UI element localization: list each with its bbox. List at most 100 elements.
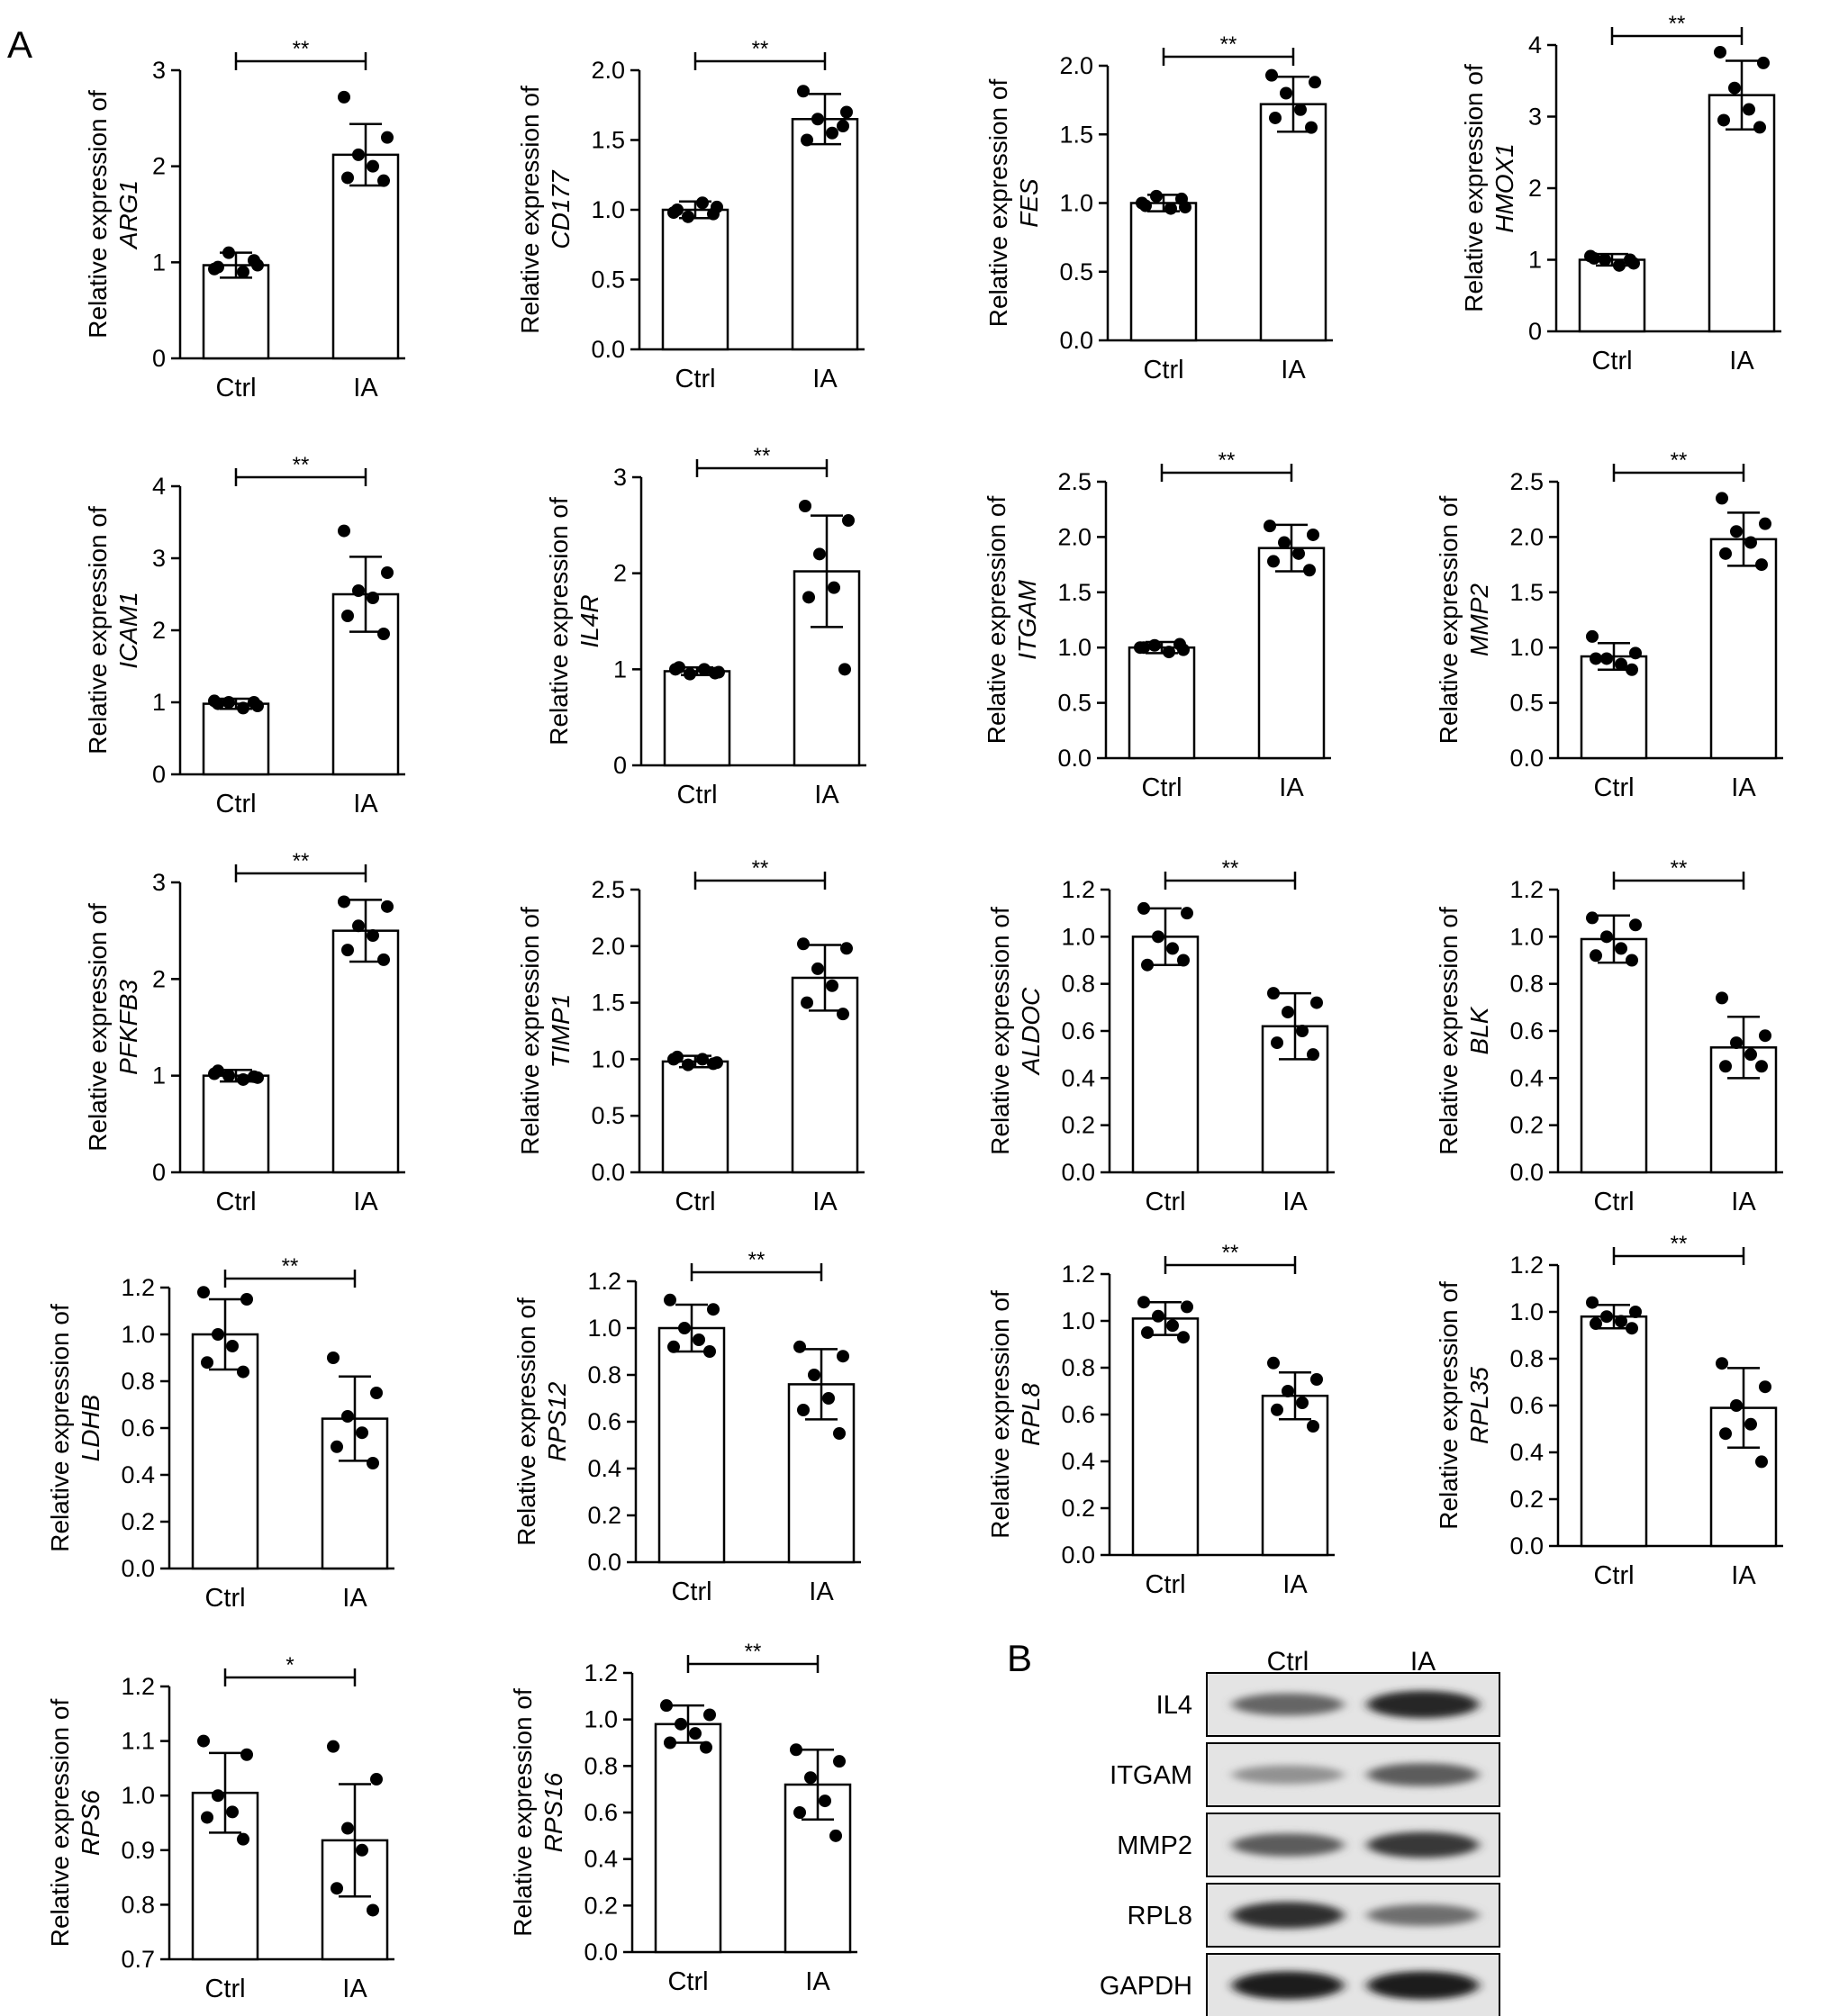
y-axis-label-prefix: Relative expression of	[984, 79, 1012, 328]
data-point	[1590, 652, 1602, 665]
y-axis-label: Relative expression of ALDOC	[986, 907, 1045, 1155]
data-point	[703, 1345, 716, 1358]
y-tick-label: 2.0	[591, 933, 625, 960]
y-tick-label: 0.0	[584, 1939, 618, 1966]
y-tick-label: 0.5	[591, 1102, 625, 1129]
y-tick-label: 0.2	[1509, 1486, 1544, 1513]
x-tick-label-ia: IA	[353, 1188, 378, 1216]
data-point	[377, 628, 390, 640]
data-point	[248, 1070, 260, 1083]
x-tick-label-ctrl: Ctrl	[667, 1967, 708, 1996]
data-point	[1719, 1060, 1732, 1073]
significance-stars: *	[285, 1653, 294, 1677]
data-point	[338, 90, 350, 104]
significance-stars: **	[748, 1248, 766, 1272]
y-tick-label: 0.4	[1061, 1064, 1095, 1091]
y-tick-label: 0	[152, 761, 166, 788]
data-point	[222, 696, 235, 709]
significance-stars: **	[1671, 856, 1688, 881]
significance-stars: **	[1220, 32, 1237, 57]
data-point	[838, 663, 851, 676]
bar-ctrl	[1128, 646, 1196, 760]
chart-rps6: 0.7 0.8 0.9 1.0 1.1 1.2 Relative expression of…	[46, 1653, 394, 2003]
bar-ctrl	[661, 1060, 729, 1174]
data-point	[1728, 81, 1741, 95]
data-point	[1307, 1048, 1319, 1062]
data-point	[248, 254, 260, 267]
y-axis-label-prefix: Relative expression of	[512, 1297, 540, 1546]
significance-stars: **	[1222, 1241, 1239, 1265]
data-point	[1626, 663, 1638, 676]
x-tick-label-ia: IA	[353, 790, 378, 818]
y-tick-label: 3	[152, 869, 166, 896]
y-tick-label: 0.6	[1061, 1401, 1095, 1428]
data-point	[1744, 1048, 1757, 1062]
blot-row-rpl8: RPL8	[1127, 1883, 1500, 1948]
y-tick-label: 1.1	[121, 1728, 155, 1755]
y-tick-label: 0.0	[1057, 745, 1092, 772]
y-tick-label: 1	[152, 249, 166, 276]
x-tick-label-ia: IA	[812, 365, 838, 393]
data-point	[1730, 1399, 1743, 1412]
data-point	[237, 266, 249, 278]
data-point	[790, 1743, 802, 1757]
y-axis-label: Relative expression of IL4R	[545, 497, 603, 746]
data-point	[1716, 991, 1728, 1005]
data-point	[237, 701, 249, 715]
y-tick-label: 0.8	[587, 1361, 621, 1388]
data-point	[1267, 987, 1280, 1000]
blot-row-label: MMP2	[1117, 1831, 1192, 1860]
y-tick-label: 1.5	[591, 990, 625, 1017]
bar-ia	[791, 118, 859, 351]
y-tick-label: 1.0	[1061, 923, 1095, 950]
y-axis-label: Relative expression of ICAM1	[84, 506, 142, 755]
y-tick-label: 1.0	[1509, 1298, 1544, 1325]
x-tick-label-ctrl: Ctrl	[1593, 773, 1634, 802]
chart-rpl35: 0.0 0.2 0.4 0.6 0.8 1.0 1.2 Relative expression…	[1435, 1232, 1783, 1590]
x-tick-label-ctrl: Ctrl	[215, 374, 256, 402]
significance-stars: **	[754, 444, 771, 468]
y-axis-label: Relative expression of PFKFB3	[84, 903, 142, 1152]
significance-stars: **	[1669, 12, 1686, 36]
data-point	[1309, 76, 1321, 89]
y-tick-label: 3	[1528, 104, 1542, 131]
y-axis-label-gene: HMOX1	[1490, 143, 1518, 233]
y-tick-label: 0.5	[1057, 690, 1092, 717]
data-point	[377, 953, 390, 966]
chart-arg1: 0 1 2 3 Relative expression of ARG1 Ctrl IA **	[84, 37, 405, 402]
data-point	[240, 1748, 253, 1761]
y-tick-label: 3	[613, 464, 627, 491]
y-tick-label: 1	[613, 655, 627, 683]
y-axis-label: Relative expression of ARG1	[84, 90, 142, 339]
data-point	[341, 944, 354, 957]
data-point	[700, 1740, 712, 1754]
data-point	[237, 1072, 249, 1086]
data-point	[826, 979, 838, 992]
y-axis-label-gene: ALDOC	[1017, 987, 1045, 1076]
x-tick-label-ia: IA	[353, 374, 378, 402]
data-point	[837, 120, 849, 132]
data-point	[1730, 1036, 1743, 1050]
y-tick-label: 0.0	[1061, 1159, 1095, 1186]
bar-ctrl	[1129, 202, 1198, 342]
data-point	[826, 126, 838, 140]
x-tick-label-ctrl: Ctrl	[675, 365, 715, 393]
data-point	[1586, 629, 1599, 643]
data-point	[338, 524, 350, 538]
y-tick-label: 3	[152, 545, 166, 572]
y-axis-label: Relative expression of HMOX1	[1460, 64, 1518, 312]
y-tick-label: 1.2	[587, 1268, 621, 1295]
y-axis-label: Relative expression of RPS12	[512, 1297, 571, 1546]
data-point	[703, 1708, 716, 1722]
data-point	[367, 592, 379, 604]
data-point	[1599, 253, 1611, 267]
y-tick-label: 0.2	[121, 1508, 155, 1535]
data-point	[331, 1882, 343, 1895]
y-tick-label: 1.0	[584, 1706, 618, 1733]
y-tick-label: 0.8	[1061, 971, 1095, 998]
data-point	[801, 996, 813, 1009]
data-point	[693, 1333, 705, 1346]
data-point	[837, 1350, 849, 1363]
